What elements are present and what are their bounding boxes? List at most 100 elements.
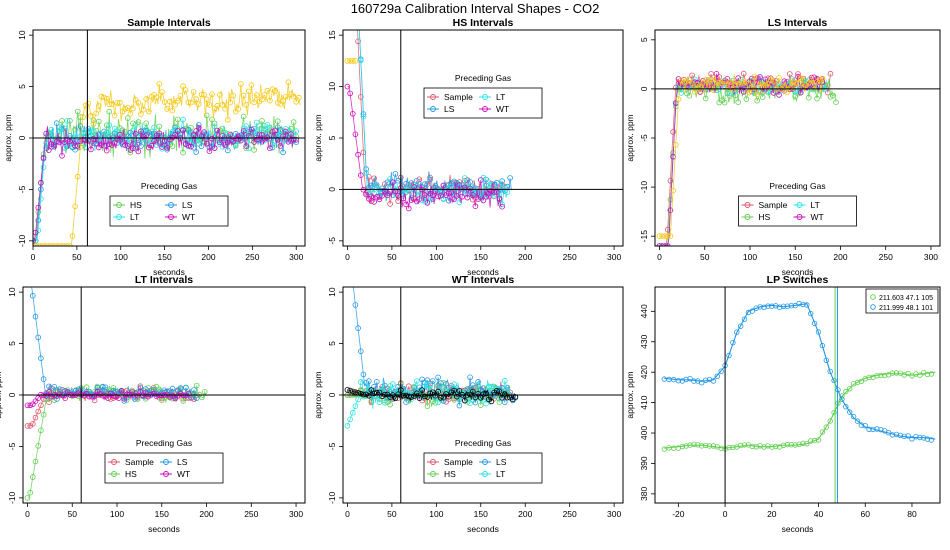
data-point [749,308,755,314]
legend-key-marker [163,459,169,465]
x-tick-label: 150 [155,509,169,519]
legend-entry-label: HS [759,212,771,222]
legend-entry-label: LS [182,200,193,210]
data-point [695,442,701,448]
data-point [706,443,713,449]
data-point [461,397,468,404]
x-tick-label: 250 [563,509,577,519]
data-point [713,71,720,77]
data-point [109,136,115,142]
data-point [344,58,351,64]
data-point [24,495,31,501]
data-point [38,427,44,434]
legend-entry-label: LT [496,92,505,102]
data-point [483,390,489,397]
data-point [138,111,144,117]
y-tick-label: 380 [639,487,649,501]
series-line-yellow [659,74,823,237]
data-point [246,88,252,95]
data-point [488,188,495,194]
data-point [80,129,86,136]
data-point [72,143,78,149]
data-point [219,102,226,108]
data-point [786,85,793,92]
data-point [924,436,931,442]
data-point [419,197,425,204]
y-tick-label: -10 [639,181,649,194]
data-point [475,390,481,397]
y-tick-label: -5 [327,237,337,245]
data-point [691,441,697,447]
panel-title: LS Intervals [768,17,828,29]
x-tick-label: 200 [201,252,215,262]
data-point [700,87,706,93]
data-point [264,87,271,94]
data-point [140,106,147,113]
legend-title: Preceding Gas [455,73,511,83]
data-point [190,145,197,151]
data-point [843,404,849,410]
data-point [67,243,73,246]
data-point [729,86,736,93]
legend-entry-label: Sample [759,200,788,210]
data-point [427,176,433,183]
data-point [40,411,47,418]
data-point [740,70,747,77]
plot-frame [22,286,306,504]
legend-key-marker [744,214,751,220]
data-point [808,78,815,84]
data-point [804,441,810,447]
data-point [288,131,294,138]
data-point [405,393,412,400]
data-point [413,378,420,384]
data-point [132,396,138,402]
data-point [464,194,471,201]
data-point [355,396,361,403]
legend-box [423,87,543,119]
y-tick-label: -5 [327,442,337,450]
data-point [751,90,758,96]
y-tick-label: -10 [327,491,337,504]
data-point [499,203,505,210]
data-point [488,383,495,390]
data-point [453,393,460,400]
data-point [659,243,665,246]
data-point [35,334,41,341]
data-point [43,130,49,137]
data-point [193,96,200,102]
data-point [91,393,98,399]
data-point [188,99,194,106]
data-point [46,388,52,395]
data-point [280,149,286,156]
legend-entry-label: WT [177,469,190,479]
x-tick-label: 300 [924,252,938,262]
data-point [371,390,377,397]
data-point [85,128,92,135]
data-point [225,139,231,146]
data-point [823,424,829,430]
y-tick-label: -5 [7,442,17,450]
data-point [767,77,774,83]
data-point [230,92,236,99]
data-point [135,100,142,106]
data-point [754,97,760,104]
data-point [209,135,215,142]
data-point [672,84,679,91]
data-point [427,382,433,389]
plot-frame [342,286,624,504]
data-point [435,374,441,381]
data-point [274,137,281,143]
data-point [656,233,663,240]
data-point [251,99,257,106]
data-point [355,151,361,158]
data-point [816,77,823,83]
data-point [667,207,674,214]
legend-key-marker [430,106,436,112]
data-point [419,387,425,393]
data-point [62,395,68,402]
data-point [424,200,431,206]
legend-key-marker [111,471,117,477]
data-point [453,193,460,199]
data-point [357,390,364,397]
x-tick-label: 0 [25,509,30,519]
